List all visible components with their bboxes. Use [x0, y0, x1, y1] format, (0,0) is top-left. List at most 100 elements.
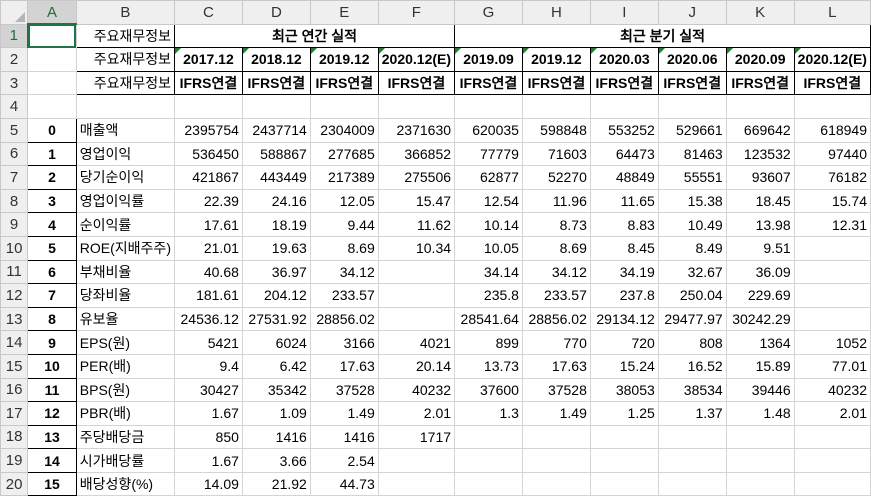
cell-j6[interactable]: 81463	[657, 141, 727, 167]
cell-d10[interactable]: 19.63	[241, 235, 311, 261]
row-header-17[interactable]: 17	[0, 401, 29, 426]
cell-c20[interactable]: 14.09	[173, 471, 243, 496]
cell-c13[interactable]: 24536.12	[173, 306, 243, 332]
cell-a2[interactable]	[27, 47, 77, 72]
cell-d20[interactable]: 21.92	[241, 471, 311, 496]
cell-b5[interactable]: 매출액	[75, 117, 175, 143]
cell-b18[interactable]: 주당배당금	[75, 424, 175, 450]
cell-i10[interactable]: 8.45	[589, 235, 659, 261]
cell-h9[interactable]: 8.73	[521, 212, 591, 237]
cell-h3[interactable]: IFRS연결	[521, 70, 591, 96]
cell-c18[interactable]: 850	[173, 424, 243, 450]
cell-a12[interactable]: 7	[27, 283, 77, 308]
cell-l17[interactable]: 2.01	[793, 401, 871, 426]
cell-f16[interactable]: 40232	[377, 377, 456, 403]
row-header-7[interactable]: 7	[0, 165, 29, 190]
cell-g4[interactable]	[454, 94, 523, 119]
cell-j9[interactable]: 10.49	[657, 212, 727, 237]
cell-h13[interactable]: 28856.02	[521, 306, 591, 332]
cell-h20[interactable]	[521, 471, 591, 496]
row-header-10[interactable]: 10	[0, 235, 29, 261]
row-header-20[interactable]: 20	[0, 471, 29, 496]
cell-e19[interactable]: 2.54	[309, 448, 379, 473]
cell-f2[interactable]: 2020.12(E)	[377, 47, 456, 72]
row-header-4[interactable]: 4	[0, 94, 29, 119]
cell-k11[interactable]: 36.09	[725, 259, 795, 285]
cell-g3[interactable]: IFRS연결	[454, 70, 523, 96]
cell-f9[interactable]: 11.62	[377, 212, 456, 237]
cell-c15[interactable]: 9.4	[173, 353, 243, 379]
cell-j14[interactable]: 808	[657, 330, 727, 355]
cell-l12[interactable]	[793, 283, 871, 308]
cell-f15[interactable]: 20.14	[377, 353, 456, 379]
cell-f5[interactable]: 2371630	[377, 117, 456, 143]
cell-e3[interactable]: IFRS연결	[309, 70, 379, 96]
cell-g9[interactable]: 10.14	[454, 212, 523, 237]
cell-g18[interactable]	[454, 424, 523, 450]
cell-j2[interactable]: 2020.06	[657, 47, 727, 72]
cell-k6[interactable]: 123532	[725, 141, 795, 167]
cell-f17[interactable]: 2.01	[377, 401, 456, 426]
cell-a1[interactable]	[27, 23, 77, 49]
cell-c7[interactable]: 421867	[173, 165, 243, 190]
cell-i6[interactable]: 64473	[589, 141, 659, 167]
cell-b2[interactable]: 주요재무정보	[75, 47, 175, 72]
cell-e16[interactable]: 37528	[309, 377, 379, 403]
cell-l4[interactable]	[793, 94, 871, 119]
cell-b16[interactable]: BPS(원)	[75, 377, 175, 403]
cell-j3[interactable]: IFRS연결	[657, 70, 727, 96]
cell-j12[interactable]: 250.04	[657, 283, 727, 308]
cell-k10[interactable]: 9.51	[725, 235, 795, 261]
cell-a16[interactable]: 11	[27, 377, 77, 403]
cell-i8[interactable]: 11.65	[589, 188, 659, 214]
cell-i5[interactable]: 553252	[589, 117, 659, 143]
cell-g19[interactable]	[454, 448, 523, 473]
cell-b20[interactable]: 배당성향(%)	[75, 471, 175, 496]
cell-l9[interactable]: 12.31	[793, 212, 871, 237]
cell-i15[interactable]: 15.24	[589, 353, 659, 379]
cell-e12[interactable]: 233.57	[309, 283, 379, 308]
cell-b11[interactable]: 부채비율	[75, 259, 175, 285]
cell-l14[interactable]: 1052	[793, 330, 871, 355]
cell-k15[interactable]: 15.89	[725, 353, 795, 379]
cell-f11[interactable]	[377, 259, 456, 285]
row-header-9[interactable]: 9	[0, 212, 29, 237]
cell-h18[interactable]	[521, 424, 591, 450]
cell-j10[interactable]: 8.49	[657, 235, 727, 261]
cell-c9[interactable]: 17.61	[173, 212, 243, 237]
cell-k12[interactable]: 229.69	[725, 283, 795, 308]
row-header-6[interactable]: 6	[0, 141, 29, 167]
column-header-b[interactable]: B	[75, 0, 175, 25]
cell-d16[interactable]: 35342	[241, 377, 311, 403]
row-header-5[interactable]: 5	[0, 117, 29, 143]
cell-a15[interactable]: 10	[27, 353, 77, 379]
cell-e7[interactable]: 217389	[309, 165, 379, 190]
cell-f18[interactable]: 1717	[377, 424, 456, 450]
cell-c17[interactable]: 1.67	[173, 401, 243, 426]
cell-c8[interactable]: 22.39	[173, 188, 243, 214]
cell-l10[interactable]	[793, 235, 871, 261]
cell-h11[interactable]: 34.12	[521, 259, 591, 285]
cell-l18[interactable]	[793, 424, 871, 450]
cell-g16[interactable]: 37600	[454, 377, 523, 403]
cell-k18[interactable]	[725, 424, 795, 450]
cell-f12[interactable]	[377, 283, 456, 308]
cell-d13[interactable]: 27531.92	[241, 306, 311, 332]
cell-f14[interactable]: 4021	[377, 330, 456, 355]
column-header-i[interactable]: I	[589, 0, 659, 25]
cell-l16[interactable]: 40232	[793, 377, 871, 403]
cell-k5[interactable]: 669642	[725, 117, 795, 143]
cell-l19[interactable]	[793, 448, 871, 473]
cell-h17[interactable]: 1.49	[521, 401, 591, 426]
cell-e5[interactable]: 2304009	[309, 117, 379, 143]
cell-h12[interactable]: 233.57	[521, 283, 591, 308]
cell-c4[interactable]	[173, 94, 243, 119]
cell-i9[interactable]: 8.83	[589, 212, 659, 237]
cell-i16[interactable]: 38053	[589, 377, 659, 403]
cell-l2[interactable]: 2020.12(E)	[793, 47, 871, 72]
cell-d7[interactable]: 443449	[241, 165, 311, 190]
column-header-d[interactable]: D	[241, 0, 311, 25]
cell-d3[interactable]: IFRS연결	[241, 70, 311, 96]
column-header-a[interactable]: A	[27, 0, 77, 26]
cell-l8[interactable]: 15.74	[793, 188, 871, 214]
